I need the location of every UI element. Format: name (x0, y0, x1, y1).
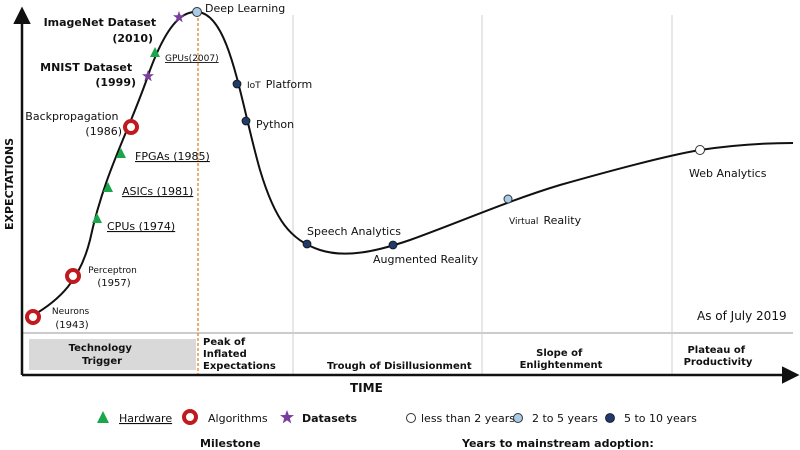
imagenet-label: ImageNet Dataset (2010) (44, 16, 160, 45)
web-analytics-marker (695, 145, 705, 155)
python-marker (241, 116, 251, 126)
augmented-reality-marker (388, 240, 398, 250)
lt2-years-legend-icon (406, 413, 416, 423)
y5to10-legend-icon (605, 413, 615, 423)
phase-plateau-of-productivity: Plateau of Productivity (684, 345, 753, 368)
web-analytics-label: Web Analytics (689, 167, 767, 180)
deep-learning-marker (192, 7, 202, 17)
milestone-legend-title: Milestone (200, 437, 261, 450)
technology-trigger-box (29, 339, 196, 370)
phase-peak-of-inflated-expectations: Peak of Inflated Expectations (203, 337, 276, 372)
speech-analytics-marker (302, 239, 312, 249)
hype-cycle-curve (31, 10, 794, 317)
adoption-legend: less than 2 years 2 to 5 years 5 to 10 y… (406, 412, 697, 450)
y2to5-legend-label: 2 to 5 years (532, 412, 598, 425)
date-note: As of July 2019 (697, 309, 787, 323)
cpus-hardware-marker (92, 213, 102, 223)
asics-hardware-marker (103, 182, 113, 192)
deep-learning-label: Deep Learning (205, 2, 285, 15)
perceptron-algorithm-marker (65, 268, 81, 284)
hardware-legend-label: Hardware (119, 412, 172, 425)
mnist-dataset-marker (142, 70, 154, 82)
x-axis-label: TIME (350, 381, 383, 395)
milestone-legend: Hardware Algorithms Datasets Milestone (97, 409, 358, 450)
hardware-legend-icon (97, 411, 109, 423)
datasets-legend-icon (280, 410, 294, 424)
phase-technology-trigger: Technology Trigger (69, 343, 136, 367)
speech-analytics-label: Speech Analytics (307, 225, 401, 238)
datasets-legend-label: Datasets (302, 412, 358, 425)
y5to10-legend-label: 5 to 10 years (624, 412, 697, 425)
cpus-label: CPUs (1974) (107, 220, 175, 233)
iot-platform-label: IoT Platform (247, 73, 312, 92)
neurons-label: Neurons (1943) (52, 307, 92, 331)
adoption-legend-title: Years to mainstream adoption: (461, 437, 654, 450)
gpus-hardware-marker (150, 47, 160, 57)
algorithms-legend-icon (182, 409, 198, 425)
imagenet-dataset-marker (173, 11, 185, 23)
y2to5-legend-icon (513, 413, 523, 423)
fpgas-hardware-marker (116, 148, 126, 158)
neurons-algorithm-marker (25, 309, 41, 325)
phase-slope-of-enlightenment: Slope of Enlightenment (520, 348, 603, 371)
lt2-years-legend-label: less than 2 years (421, 412, 515, 425)
backpropagation-label: Backpropagation (1986) (25, 110, 122, 138)
perceptron-label: Perceptron (1957) (88, 266, 139, 289)
phase-trough-of-disillusionment: Trough of Disillusionment (327, 361, 472, 372)
backpropagation-algorithm-marker (123, 119, 139, 135)
algorithms-legend-label: Algorithms (208, 412, 268, 425)
virtual-reality-label: Virtual Reality (509, 209, 582, 228)
fpgas-label: FPGAs (1985) (135, 150, 210, 163)
y-axis-label: EXPECTATIONS (3, 138, 16, 230)
python-label: Python (256, 118, 294, 131)
mnist-label: MNIST Dataset (1999) (40, 61, 136, 89)
augmented-reality-label: Augmented Reality (373, 253, 479, 266)
iot-platform-marker (232, 79, 242, 89)
gpus-label: GPUs(2007) (165, 54, 219, 64)
asics-label: ASICs (1981) (122, 185, 193, 198)
virtual-reality-marker (503, 194, 513, 204)
